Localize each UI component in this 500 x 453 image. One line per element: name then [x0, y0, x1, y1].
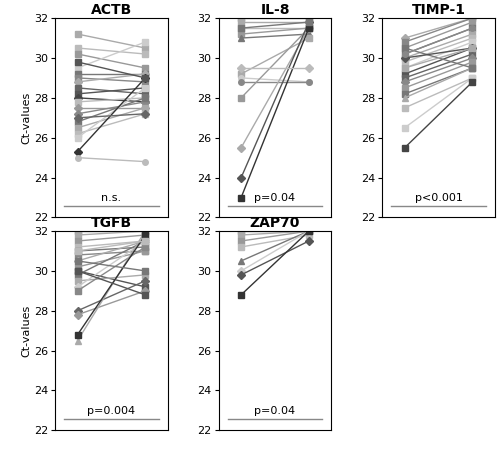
Text: p=0.04: p=0.04 — [254, 406, 296, 416]
Text: n.s.: n.s. — [102, 193, 121, 203]
Title: IL-8: IL-8 — [260, 3, 290, 17]
Title: TIMP-1: TIMP-1 — [412, 3, 466, 17]
Y-axis label: Ct-values: Ct-values — [21, 304, 31, 357]
Y-axis label: Ct-values: Ct-values — [21, 92, 31, 144]
Text: p=0.04: p=0.04 — [254, 193, 296, 203]
Title: ACTB: ACTB — [91, 3, 132, 17]
Text: p=0.004: p=0.004 — [88, 406, 136, 416]
Text: p<0.001: p<0.001 — [414, 193, 463, 203]
Title: ZAP70: ZAP70 — [250, 216, 300, 230]
Title: TGFB: TGFB — [91, 216, 132, 230]
